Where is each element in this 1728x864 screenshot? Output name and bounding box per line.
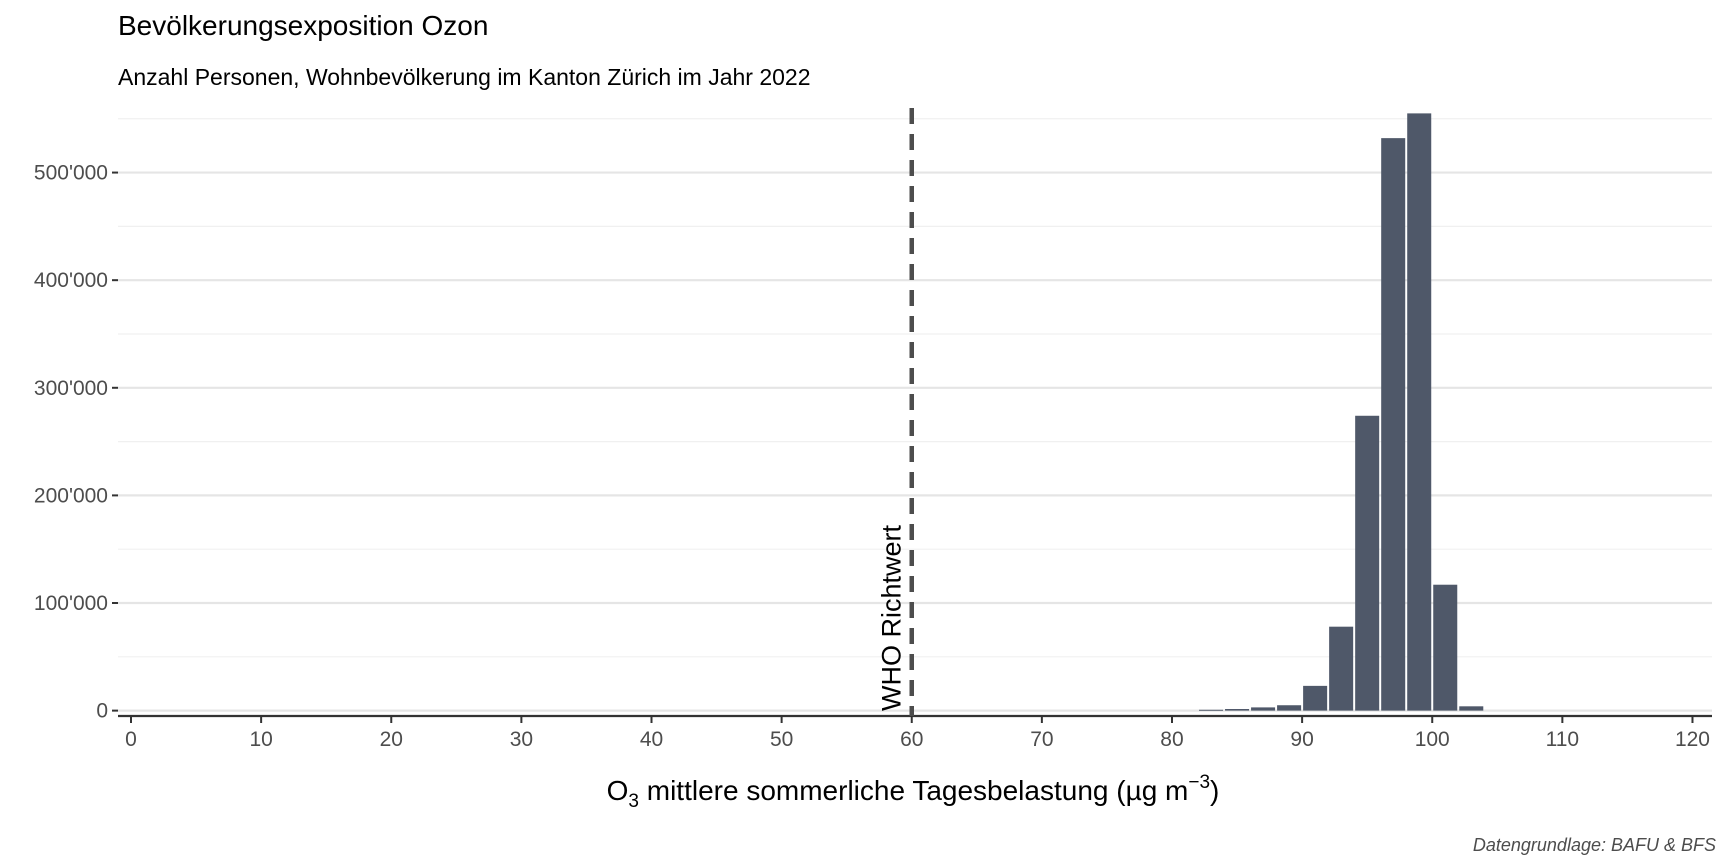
bar xyxy=(1407,113,1432,711)
bar xyxy=(1199,709,1224,711)
x-tick-label: 40 xyxy=(640,728,663,751)
x-tick-label: 100 xyxy=(1415,728,1450,751)
bar xyxy=(1355,415,1380,711)
chart-title: Bevölkerungsexposition Ozon xyxy=(118,10,489,41)
x-tick-label: 120 xyxy=(1675,728,1710,751)
bar xyxy=(1225,709,1250,711)
x-tick-label: 80 xyxy=(1160,728,1183,751)
y-tick-label: 300'000 xyxy=(34,377,108,400)
who-reference-label: WHO Richtwert xyxy=(877,524,907,711)
bar xyxy=(1303,685,1328,711)
x-tick-label: 70 xyxy=(1030,728,1053,751)
y-tick-label: 0 xyxy=(96,700,108,723)
x-tick-label: 110 xyxy=(1546,728,1579,751)
bar xyxy=(1277,705,1302,711)
bar xyxy=(1381,138,1406,711)
bar xyxy=(1251,707,1276,711)
bar xyxy=(1329,626,1354,711)
chart-subtitle: Anzahl Personen, Wohnbevölkerung im Kant… xyxy=(118,64,811,90)
y-tick-label: 100'000 xyxy=(34,592,108,615)
bar xyxy=(1433,584,1458,711)
x-tick-label: 50 xyxy=(770,728,793,751)
x-tick-label: 0 xyxy=(125,728,137,751)
y-tick-label: 500'000 xyxy=(34,162,108,185)
chart-caption: Datengrundlage: BAFU & BFS xyxy=(1472,835,1716,855)
y-tick-label: 200'000 xyxy=(34,484,108,507)
x-tick-label: 30 xyxy=(510,728,533,751)
x-axis-label: O3 mittlere sommerliche Tagesbelastung (… xyxy=(607,772,1220,812)
x-tick-label: 10 xyxy=(249,728,272,751)
bar xyxy=(1459,706,1484,711)
x-tick-label: 90 xyxy=(1290,728,1313,751)
x-tick-label: 60 xyxy=(900,728,923,751)
y-tick-label: 400'000 xyxy=(34,269,108,292)
x-tick-label: 20 xyxy=(380,728,403,751)
